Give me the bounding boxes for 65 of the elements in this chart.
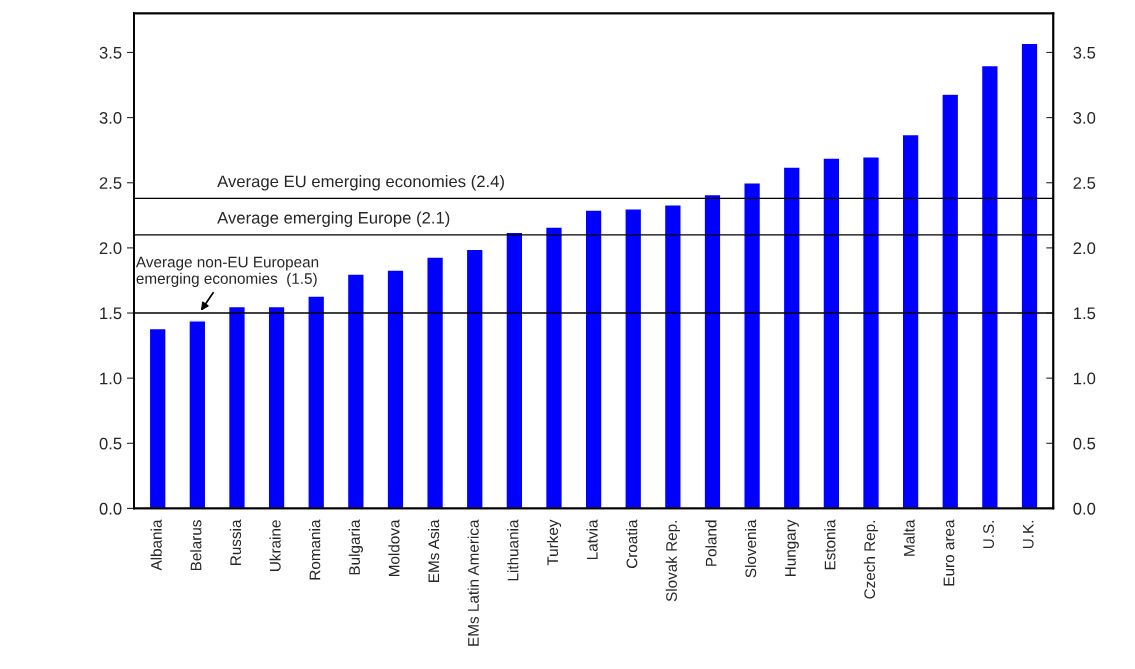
y2-tick-label: 3.0 [1073,112,1096,124]
bar [822,157,841,509]
bar [980,64,999,509]
bar [148,327,167,509]
y2-tick-label: 0.0 [1073,502,1096,515]
y-tick-label: 1.0 [100,372,122,385]
y-tick-label: 0.0 [99,502,122,515]
bar [307,295,326,509]
bar [426,256,445,509]
y2-tick-label: 1.0 [1074,372,1096,385]
x-tick-label: Bulgaria [348,519,363,575]
x-tick-label: EMs Asia [427,519,440,582]
bar [227,305,246,509]
y-tick-label: 3.0 [99,112,122,124]
y-tick-label: 2.5 [99,177,122,189]
y-tick-label: 2.0 [99,242,122,255]
x-tick-label: Turkey [546,519,562,566]
x-tick-label: Malta [903,519,915,556]
bar [861,155,881,509]
bar [624,208,643,509]
x-tick-label: Moldova [388,519,400,577]
x-tick-label: Slovenia [744,519,757,578]
y-tick-label: 3.5 [99,46,122,59]
x-tick-label: Ukraine [269,520,281,572]
bar [663,204,682,509]
x-tick-label: Russia [229,519,242,565]
x-tick-label: EMs Latin America [467,519,479,646]
x-tick-label: Poland [705,520,717,566]
bar [941,93,960,509]
x-tick-label: Latvia [586,519,598,560]
x-tick-label: Romania [309,519,321,580]
bar [703,193,722,509]
x-tick-label: U.K. [1022,520,1034,549]
x-tick-label: Belarus [190,520,202,571]
bar [267,305,286,509]
bar [505,231,524,509]
x-tick-label: Slovak Rep. [665,520,680,602]
bar [782,166,801,509]
bar [188,320,207,509]
ref-line-label: Average emerging Europe (2.1) [217,211,450,228]
ref-line-label: Average non-EU European emerging economies (1.5) [135,256,319,287]
bar [584,209,603,509]
x-tick-label: Czech Rep. [863,520,879,599]
ref-line-label: Average EU emerging economies (2.4) [217,175,504,191]
x-tick-label: Croatia [626,519,638,569]
bar [465,248,484,509]
y2-tick-label: 2.0 [1073,242,1096,255]
y-tick-label: 1.5 [100,307,122,320]
bar [544,226,563,509]
bar [743,182,762,509]
x-tick-label: Lithuania [507,519,519,581]
bar [901,133,920,509]
x-tick-label: Hungary [785,519,799,577]
y-tick-label: 0.5 [99,437,122,450]
y2-tick-label: 1.5 [1074,307,1096,320]
x-tick-label: Albania [150,519,162,571]
bar [1020,42,1039,509]
x-tick-label: Estonia [824,519,836,570]
bar [386,269,405,509]
y2-tick-label: 2.5 [1073,177,1096,189]
y2-tick-label: 0.5 [1073,437,1096,450]
x-tick-label: U.S. [983,520,994,549]
y2-tick-label: 3.5 [1073,46,1096,59]
x-tick-label: Euro area [943,519,955,586]
bar [346,273,365,509]
